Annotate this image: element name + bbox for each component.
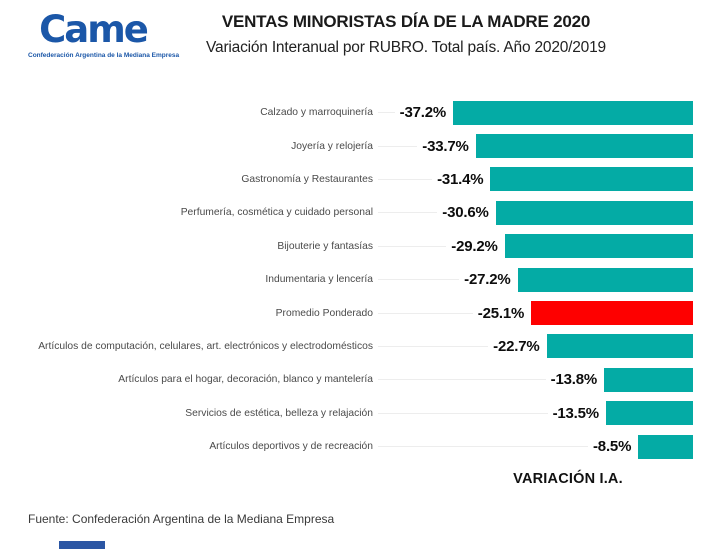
value-label: -29.2%	[451, 237, 498, 255]
value-label: -13.8%	[550, 371, 598, 389]
chart-row: Joyería y relojería -33.7%	[0, 129, 706, 162]
bar-chart: Calzado y marroquinería -37.2% Joyería y r…	[0, 96, 706, 463]
category-label: Artículos para el hogar, decoración, bla…	[118, 374, 373, 386]
bar	[638, 434, 693, 459]
bar	[605, 401, 693, 426]
category-label: Bijouterie y fantasías	[277, 240, 373, 252]
value-label: -13.5%	[552, 404, 600, 422]
came-logo-tagline: Confederación Argentina de la Mediana Em…	[28, 52, 180, 59]
leader-line	[378, 145, 418, 147]
bar	[546, 334, 693, 359]
chart-title: VENTAS MINORISTAS DÍA DE LA MADRE 2020	[221, 12, 591, 31]
footer-accent-bar	[59, 541, 105, 549]
leader-line	[378, 178, 433, 180]
value-label: -27.2%	[464, 271, 511, 289]
chart-row: Bijouterie y fantasías -29.2%	[0, 230, 706, 263]
chart-row: Artículos para el hogar, decoración, bla…	[0, 363, 706, 396]
leader-line	[378, 379, 546, 381]
bar	[504, 234, 693, 259]
category-label: Promedio Ponderado	[275, 307, 373, 319]
chart-row: Servicios de estética, belleza y relajac…	[0, 397, 706, 430]
leader-line	[378, 212, 438, 214]
value-label: -22.7%	[493, 337, 540, 355]
bar	[604, 367, 693, 392]
leader-line	[378, 345, 489, 347]
bar	[517, 267, 693, 292]
bar	[495, 200, 693, 225]
leader-line	[378, 412, 548, 414]
bar	[453, 100, 693, 125]
category-label: Indumentaria y lencería	[265, 274, 373, 286]
chart-row: Gastronomía y Restaurantes -31.4%	[0, 163, 706, 196]
chart-subtitle: Variación Interanual por RUBRO. Total pa…	[206, 39, 606, 56]
leader-line	[378, 245, 447, 247]
bar-highlighted	[531, 301, 693, 326]
x-axis-label: VARIACIÓN I.A.	[513, 471, 623, 487]
value-label: -37.2%	[399, 104, 447, 122]
value-label: -31.4%	[437, 170, 484, 188]
category-label: Perfumería, cosmética y cuidado personal	[180, 207, 373, 219]
value-label: -30.6%	[442, 204, 489, 222]
leader-line	[378, 446, 589, 448]
came-logo: Came Confederación Argentina de la Media…	[28, 8, 180, 60]
chart-row: Promedio Ponderado -25.1%	[0, 296, 706, 329]
chart-row: Perfumería, cosmética y cuidado personal…	[0, 196, 706, 229]
category-label: Gastronomía y Restaurantes	[241, 173, 373, 185]
value-label: -8.5%	[593, 438, 632, 456]
chart-row: Indumentaria y lencería -27.2%	[0, 263, 706, 296]
category-label: Artículos deportivos y de recreación	[209, 441, 373, 453]
leader-line	[378, 112, 395, 114]
leader-line	[378, 279, 460, 281]
category-label: Servicios de estética, belleza y relajac…	[185, 407, 373, 419]
chart-row: Artículos de computación, celulares, art…	[0, 330, 706, 363]
value-label: -33.7%	[422, 137, 469, 155]
chart-header: VENTAS MINORISTAS DÍA DE LA MADRE 2020 V…	[110, 10, 702, 60]
leader-line	[378, 312, 473, 314]
chart-row: Artículos deportivos y de recreación -8.5…	[0, 430, 706, 463]
chart-row: Calzado y marroquinería -37.2%	[0, 96, 706, 129]
source-note: Fuente: Confederación Argentina de la Me…	[28, 512, 335, 526]
category-label: Joyería y relojería	[291, 140, 373, 152]
bar	[475, 134, 693, 159]
category-label: Calzado y marroquinería	[260, 107, 373, 119]
category-label: Artículos de computación, celulares, art…	[38, 340, 373, 352]
came-logo-brand: Came	[39, 8, 149, 51]
value-label: -25.1%	[477, 304, 525, 322]
bar	[490, 167, 693, 192]
